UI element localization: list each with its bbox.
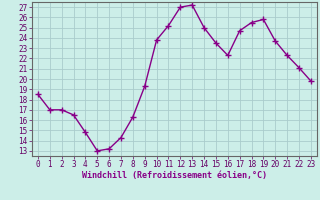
X-axis label: Windchill (Refroidissement éolien,°C): Windchill (Refroidissement éolien,°C)	[82, 171, 267, 180]
